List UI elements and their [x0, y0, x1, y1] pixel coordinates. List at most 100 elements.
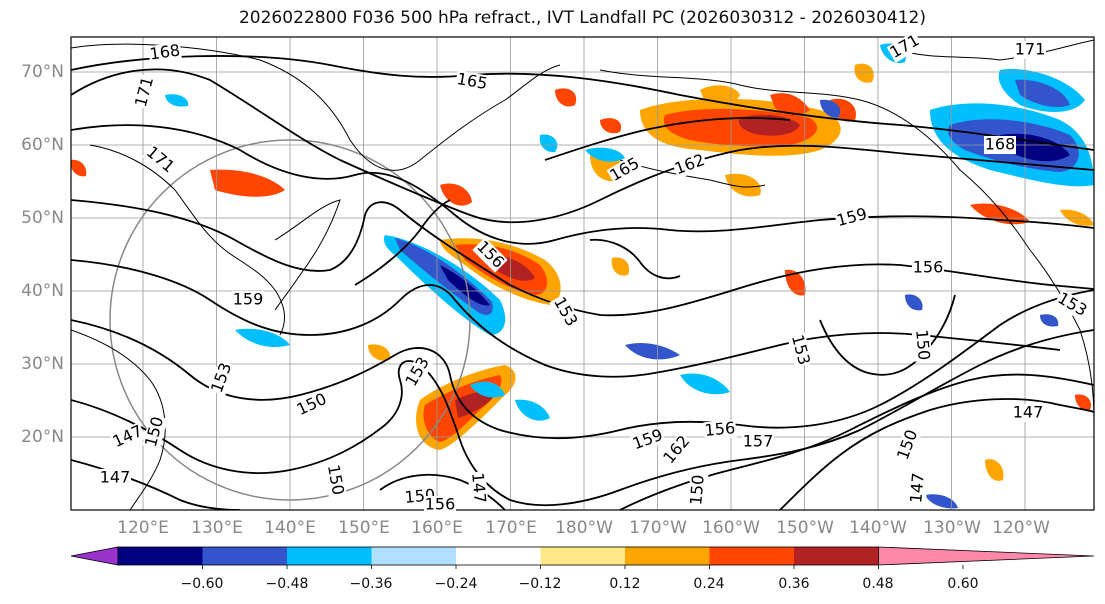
colorbar-tick-label: −0.36 — [349, 576, 393, 592]
shade-positive — [970, 203, 1030, 225]
contour-label-background — [742, 433, 774, 451]
colorbar-tick-label: 0.24 — [693, 576, 725, 592]
contour-label: 150 — [324, 463, 348, 496]
lat-label-30n: 30°N — [21, 354, 64, 374]
shade-negative — [1000, 133, 1070, 162]
contour-label-background — [907, 471, 929, 505]
contour-line — [71, 55, 1094, 151]
lon-label-150w: 150°W — [776, 518, 834, 538]
shade-positive — [368, 344, 391, 361]
colorbar-tick-label: −0.12 — [518, 576, 562, 592]
contour-label: 156 — [704, 418, 736, 440]
shade-negative — [515, 399, 550, 421]
shade-negative — [440, 265, 490, 306]
shade-negative — [680, 373, 730, 395]
contour-label-background — [467, 471, 489, 505]
contour-label-background — [703, 419, 737, 441]
shade-negative — [235, 328, 290, 348]
colorbar — [70, 546, 1095, 569]
contour-label: 157 — [743, 432, 774, 451]
contour-label: 156 — [913, 258, 944, 277]
contour-label: 147 — [468, 472, 490, 504]
colorbar-tick-label: −0.48 — [265, 576, 309, 592]
contour-label: 159 — [233, 290, 264, 309]
shade-positive — [210, 169, 285, 197]
contour-label: 165 — [455, 69, 488, 93]
contour-label: 156 — [425, 495, 456, 514]
contour-label: 150 — [912, 329, 934, 361]
contour-line — [71, 289, 1094, 440]
contour-label-background — [911, 328, 933, 362]
coastline — [71, 43, 561, 171]
shade-negative — [71, 159, 87, 177]
contour-label-background — [472, 237, 508, 273]
colorbar-swatch — [287, 547, 372, 565]
contour-label: 159 — [630, 425, 665, 453]
contour-label: 147 — [100, 468, 131, 487]
shade-positive — [854, 63, 874, 83]
contour-line — [544, 117, 791, 161]
contour-label-background — [984, 136, 1016, 154]
lon-label-160w: 160°W — [702, 518, 760, 538]
contour-line — [71, 329, 1094, 507]
contour-label-background — [208, 359, 236, 397]
contour-line — [589, 238, 681, 280]
lon-label-170w: 170°W — [629, 518, 687, 538]
shading-layer — [71, 43, 1094, 509]
contour-label: 171 — [143, 142, 179, 176]
contour-label-background — [1012, 404, 1044, 422]
contour-label: 162 — [672, 150, 707, 178]
coastline — [274, 199, 341, 311]
shade-positive — [555, 88, 577, 107]
map-title: 2026022800 F036 500 hPa refract., IVT La… — [238, 8, 926, 28]
shade-positive — [1075, 394, 1091, 411]
shade-negative — [925, 494, 958, 509]
shade-positive — [455, 391, 495, 418]
contour-label: 153 — [207, 360, 235, 395]
shade-positive — [785, 269, 806, 296]
lat-label-20n: 20°N — [21, 427, 64, 447]
lon-label-160e: 160°E — [411, 518, 463, 538]
shade-positive — [440, 183, 472, 206]
colorbar-swatch — [625, 547, 710, 565]
contours — [71, 55, 1094, 510]
shade-negative — [165, 94, 189, 107]
contour-label-background — [687, 473, 709, 507]
lat-label-60n: 60°N — [21, 135, 64, 155]
contour-label-background — [834, 205, 870, 231]
colorbar-extend-high — [878, 546, 1095, 566]
shade-positive — [600, 118, 622, 134]
coastline — [71, 329, 166, 510]
lon-label-150e: 150°E — [338, 518, 390, 538]
colorbar-swatch — [456, 547, 541, 565]
colorbar-swatch — [371, 547, 456, 565]
contour-line — [71, 68, 1094, 224]
shade-positive — [611, 257, 630, 276]
contour-label-background — [629, 426, 667, 454]
colorbar-tick-label: 0.48 — [862, 576, 894, 592]
contour-line — [354, 199, 451, 286]
lon-label-140w: 140°W — [849, 518, 907, 538]
contour-label: 171 — [1015, 40, 1046, 59]
contour-line — [71, 124, 1094, 245]
contour-label-background — [132, 74, 158, 110]
contour-label-background — [141, 142, 179, 178]
contour-label-background — [232, 291, 264, 309]
contour-label-background — [147, 41, 183, 65]
contour-label: 153 — [788, 333, 814, 367]
contour-label-background — [894, 426, 922, 464]
lat-label-50n: 50°N — [21, 208, 64, 228]
contour-label-background — [99, 469, 131, 487]
lon-label-120w: 120°W — [992, 518, 1050, 538]
contour-label: 147 — [906, 472, 928, 504]
contour-label-background — [659, 431, 695, 469]
contour-label-background — [671, 151, 709, 179]
shade-negative — [820, 99, 841, 118]
shade-negative — [1015, 79, 1070, 107]
contour-label-background — [606, 154, 644, 186]
shade-negative — [625, 343, 680, 360]
coastlines — [71, 39, 1094, 510]
colorbar-extend-low — [70, 546, 119, 566]
coastline — [619, 159, 766, 188]
